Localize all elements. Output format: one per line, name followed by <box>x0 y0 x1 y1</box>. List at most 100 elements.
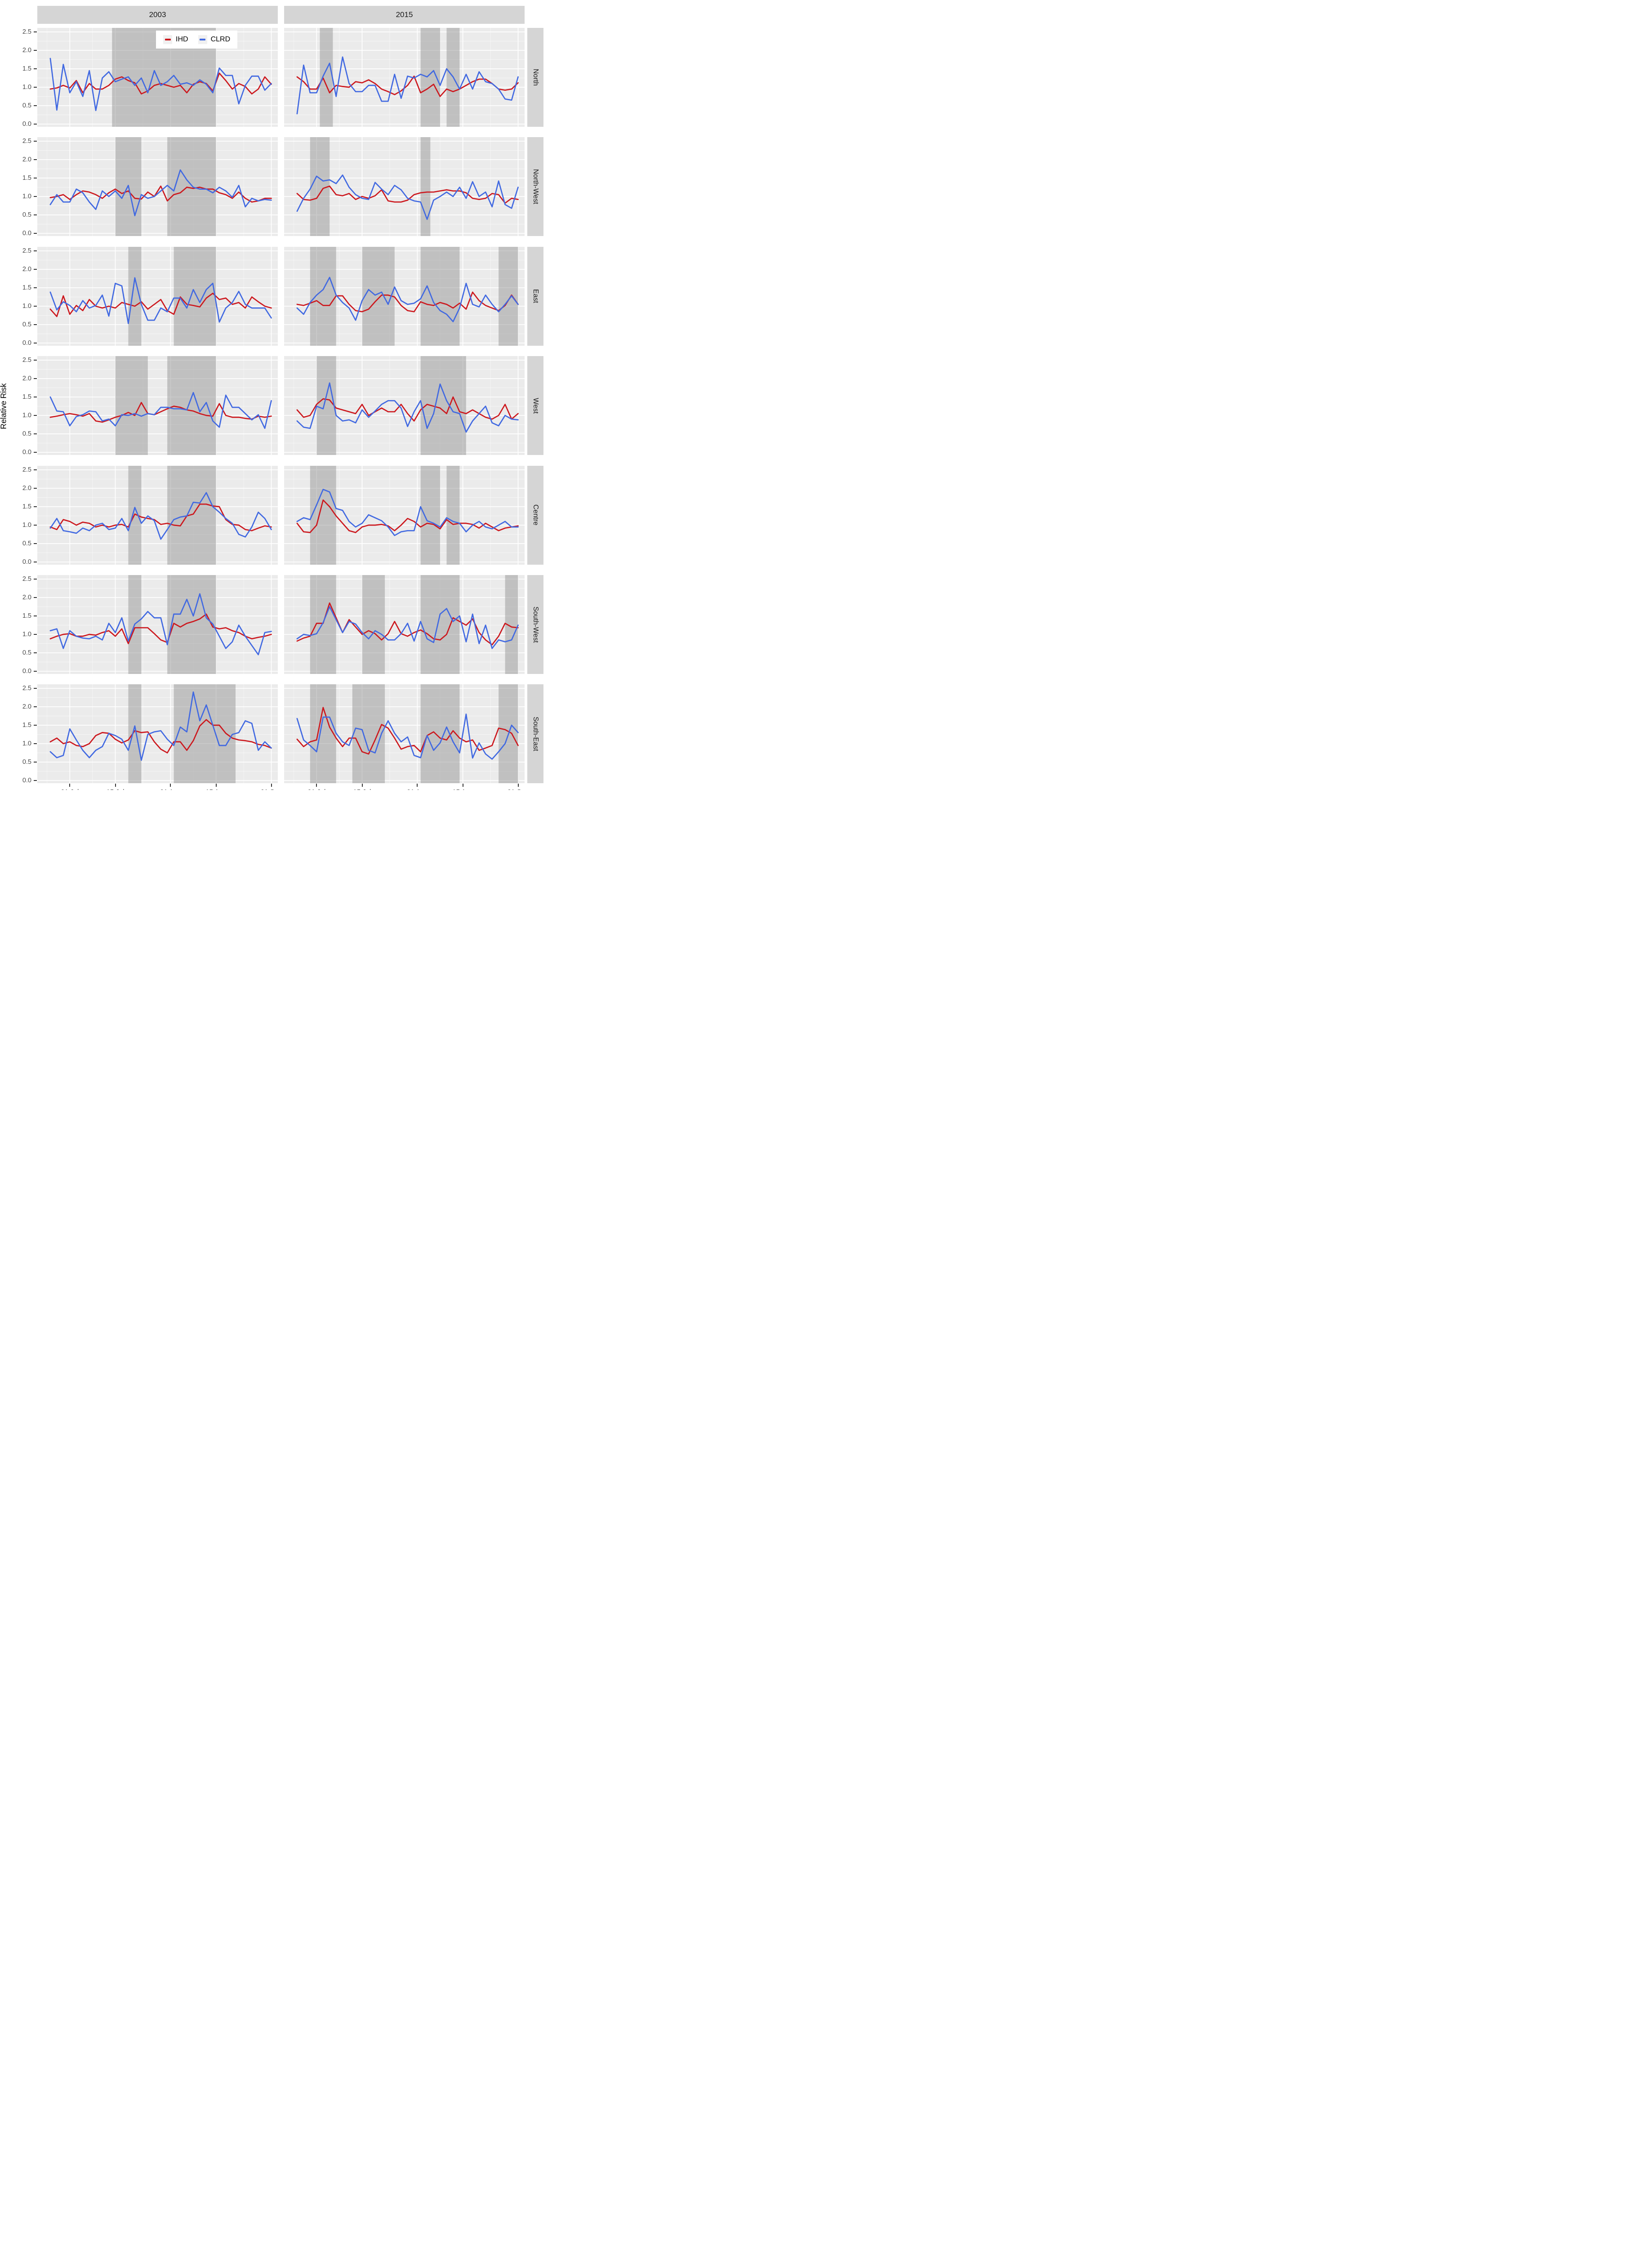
y-tick-label: 2.5 <box>22 28 31 36</box>
panel-North-West-2003 <box>37 137 278 236</box>
heatwave-bands <box>316 356 466 455</box>
legend: IHD CLRD <box>156 31 238 49</box>
y-tick-label: 1.0 <box>22 193 31 201</box>
y-tick-mark <box>34 250 37 251</box>
x-tick-label: 01 Jul <box>301 788 332 790</box>
y-tick-mark <box>34 433 37 435</box>
line-IHD <box>49 186 272 203</box>
heatwave-band <box>362 575 385 674</box>
legend-key <box>198 35 207 44</box>
y-tick-label: 0.5 <box>22 430 31 438</box>
line-IHD <box>296 499 519 533</box>
y-tick-label: 2.0 <box>22 484 31 492</box>
y-tick-mark <box>34 378 37 379</box>
x-tick-label: 01 Aug <box>401 788 433 790</box>
facet-strip-year-2003: 2003 <box>37 6 278 24</box>
legend-item-ihd: IHD <box>163 35 188 44</box>
heatwave-band <box>310 246 336 346</box>
y-tick-label: 0.5 <box>22 321 31 328</box>
y-tick-label: 1.5 <box>22 722 31 729</box>
panel-background <box>37 356 278 455</box>
panel-North-2015 <box>284 28 525 127</box>
y-tick-label: 1.5 <box>22 284 31 291</box>
panel-background <box>37 465 278 565</box>
y-tick-label: 0.5 <box>22 540 31 547</box>
grid-major <box>37 684 278 784</box>
y-tick-mark <box>34 543 37 544</box>
x-tick-label: 15 Aug <box>447 788 479 790</box>
heatwave-band <box>310 684 336 784</box>
y-tick-label: 1.0 <box>22 740 31 748</box>
y-tick-mark <box>34 360 37 361</box>
y-tick-label: 2.5 <box>22 357 31 364</box>
x-tick-mark <box>517 784 519 787</box>
facet-strip-label: West <box>532 397 539 414</box>
y-tick-label: 2.5 <box>22 685 31 692</box>
heatwave-bands <box>310 684 518 784</box>
facet-strip-label: South-East <box>532 717 539 751</box>
y-tick-mark <box>34 214 37 216</box>
y-tick-label: 1.5 <box>22 503 31 510</box>
y-axis-title: Relative Risk <box>0 383 8 429</box>
y-tick-mark <box>34 268 37 270</box>
y-tick-label: 2.5 <box>22 466 31 473</box>
y-tick-label: 1.5 <box>22 393 31 401</box>
y-tick-mark <box>34 506 37 507</box>
heatwave-band <box>420 246 460 346</box>
heatwave-bands <box>128 684 236 784</box>
y-tick-mark <box>34 196 37 197</box>
y-tick-mark <box>34 469 37 470</box>
facet-strip-region-East: East <box>527 246 543 346</box>
heatwave-band <box>446 465 460 565</box>
x-tick-label: 15 Aug <box>200 788 232 790</box>
facet-strip-label: North <box>532 69 539 86</box>
panel-East-2015 <box>284 246 525 346</box>
y-tick-label: 2.5 <box>22 575 31 583</box>
x-tick-mark <box>417 784 418 787</box>
x-tick-label: 15 Jul <box>347 788 378 790</box>
line-CLRD <box>49 691 272 761</box>
y-tick-label: 0.0 <box>22 230 31 237</box>
heatwave-band <box>420 356 466 455</box>
y-tick-mark <box>34 725 37 726</box>
y-tick-label: 2.0 <box>22 47 31 54</box>
y-tick-mark <box>34 233 37 234</box>
heatwave-bands <box>128 575 216 674</box>
line-CLRD <box>296 714 519 760</box>
facet-strip-region-Centre: Centre <box>527 465 543 565</box>
y-tick-label: 0.5 <box>22 649 31 656</box>
legend-label: CLRD <box>210 36 231 43</box>
heatwave-bands <box>310 465 460 565</box>
heatwave-band <box>174 684 236 784</box>
y-tick-mark <box>34 305 37 307</box>
heatwave-band <box>420 684 460 784</box>
y-tick-mark <box>34 780 37 781</box>
y-tick-mark <box>34 159 37 161</box>
y-tick-mark <box>34 688 37 689</box>
facet-strip-region-North: North <box>527 28 543 127</box>
x-tick-label: 01 Aug <box>155 788 186 790</box>
heatwave-band <box>316 356 336 455</box>
facet-strip-label: North-West <box>532 169 539 205</box>
x-tick-mark <box>361 784 363 787</box>
y-tick-mark <box>34 68 37 69</box>
heatwave-bands <box>310 246 518 346</box>
legend-label: IHD <box>176 36 188 43</box>
x-tick-mark <box>316 784 317 787</box>
y-tick-label: 0.0 <box>22 120 31 128</box>
x-tick-label: 01 Sep <box>256 788 287 790</box>
line-CLRD <box>296 174 519 220</box>
y-tick-label: 0.0 <box>22 558 31 566</box>
heatwave-band <box>167 356 216 455</box>
y-tick-label: 2.0 <box>22 703 31 711</box>
panel-Centre-2003 <box>37 465 278 565</box>
line-IHD <box>49 503 272 531</box>
heatwave-band <box>499 246 518 346</box>
y-tick-label: 2.0 <box>22 594 31 601</box>
y-tick-label: 0.0 <box>22 339 31 347</box>
y-tick-label: 0.0 <box>22 777 31 785</box>
line-CLRD <box>49 392 272 429</box>
panel-background <box>37 575 278 674</box>
facet-strip-region-West: West <box>527 356 543 455</box>
heatwave-bands <box>115 137 216 236</box>
